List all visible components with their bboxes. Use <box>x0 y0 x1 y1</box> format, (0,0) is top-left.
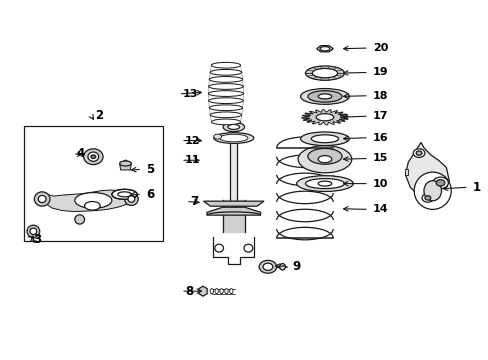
Ellipse shape <box>318 181 331 186</box>
Polygon shape <box>42 190 131 212</box>
Ellipse shape <box>91 155 96 158</box>
Ellipse shape <box>318 156 331 163</box>
Text: 13: 13 <box>182 89 198 99</box>
Ellipse shape <box>311 135 338 143</box>
Text: 12: 12 <box>184 136 200 145</box>
Ellipse shape <box>112 189 137 199</box>
Polygon shape <box>199 286 207 296</box>
Ellipse shape <box>224 289 228 294</box>
Ellipse shape <box>305 179 344 189</box>
Ellipse shape <box>213 133 253 143</box>
Ellipse shape <box>209 77 242 82</box>
Ellipse shape <box>213 134 221 139</box>
Ellipse shape <box>75 215 84 224</box>
Ellipse shape <box>27 225 40 237</box>
Text: 16: 16 <box>372 133 387 143</box>
Text: 1: 1 <box>472 181 480 194</box>
Ellipse shape <box>214 244 223 252</box>
Polygon shape <box>316 46 332 52</box>
Ellipse shape <box>279 264 285 270</box>
Ellipse shape <box>415 151 421 155</box>
Ellipse shape <box>307 91 341 102</box>
Ellipse shape <box>38 195 46 203</box>
Ellipse shape <box>118 192 131 197</box>
Ellipse shape <box>244 244 252 252</box>
Ellipse shape <box>413 172 450 210</box>
Ellipse shape <box>211 119 240 125</box>
Ellipse shape <box>320 46 329 51</box>
Ellipse shape <box>305 66 344 80</box>
Text: 10: 10 <box>372 179 387 189</box>
Ellipse shape <box>210 289 213 294</box>
Polygon shape <box>301 109 347 125</box>
Ellipse shape <box>208 91 243 96</box>
Ellipse shape <box>312 68 337 78</box>
Ellipse shape <box>83 149 103 165</box>
Ellipse shape <box>211 62 240 68</box>
Text: 9: 9 <box>292 260 300 273</box>
Text: 19: 19 <box>372 67 387 77</box>
Ellipse shape <box>210 69 241 75</box>
Ellipse shape <box>432 177 447 189</box>
Text: 20: 20 <box>372 43 387 53</box>
Ellipse shape <box>208 98 243 104</box>
Text: 4: 4 <box>77 147 85 160</box>
Ellipse shape <box>298 145 351 173</box>
Ellipse shape <box>263 263 272 270</box>
Ellipse shape <box>259 260 276 273</box>
Text: 11: 11 <box>184 155 200 165</box>
Ellipse shape <box>210 112 241 118</box>
Ellipse shape <box>124 193 138 206</box>
Ellipse shape <box>300 89 348 104</box>
Text: 2: 2 <box>95 109 102 122</box>
Text: 5: 5 <box>146 163 154 176</box>
Ellipse shape <box>435 180 444 186</box>
Ellipse shape <box>219 134 247 142</box>
Ellipse shape <box>223 122 244 132</box>
Ellipse shape <box>84 202 100 210</box>
Ellipse shape <box>423 181 441 201</box>
Text: 7: 7 <box>189 195 198 208</box>
Ellipse shape <box>300 132 348 145</box>
Ellipse shape <box>209 105 242 111</box>
Ellipse shape <box>208 84 243 89</box>
Polygon shape <box>206 207 260 215</box>
Ellipse shape <box>229 289 233 294</box>
Ellipse shape <box>75 193 112 208</box>
Polygon shape <box>120 160 131 170</box>
Ellipse shape <box>30 228 37 234</box>
Ellipse shape <box>120 161 131 166</box>
Text: 15: 15 <box>372 153 387 163</box>
Ellipse shape <box>88 152 99 161</box>
Ellipse shape <box>34 192 50 206</box>
Text: 3: 3 <box>33 233 41 246</box>
Bar <box>24 126 163 241</box>
Text: 6: 6 <box>146 188 154 201</box>
Text: 17: 17 <box>372 111 387 121</box>
Text: 14: 14 <box>372 204 387 215</box>
Ellipse shape <box>424 196 430 200</box>
Polygon shape <box>203 201 264 206</box>
Ellipse shape <box>421 194 433 202</box>
Ellipse shape <box>220 289 223 294</box>
Ellipse shape <box>128 196 135 202</box>
Ellipse shape <box>215 289 218 294</box>
Ellipse shape <box>227 125 239 130</box>
Ellipse shape <box>316 114 333 121</box>
Polygon shape <box>405 142 448 201</box>
Ellipse shape <box>296 176 352 192</box>
Ellipse shape <box>412 149 424 157</box>
Polygon shape <box>405 169 407 175</box>
Ellipse shape <box>307 148 341 164</box>
Ellipse shape <box>318 94 331 99</box>
Text: 18: 18 <box>372 91 387 101</box>
Text: 8: 8 <box>184 285 193 298</box>
